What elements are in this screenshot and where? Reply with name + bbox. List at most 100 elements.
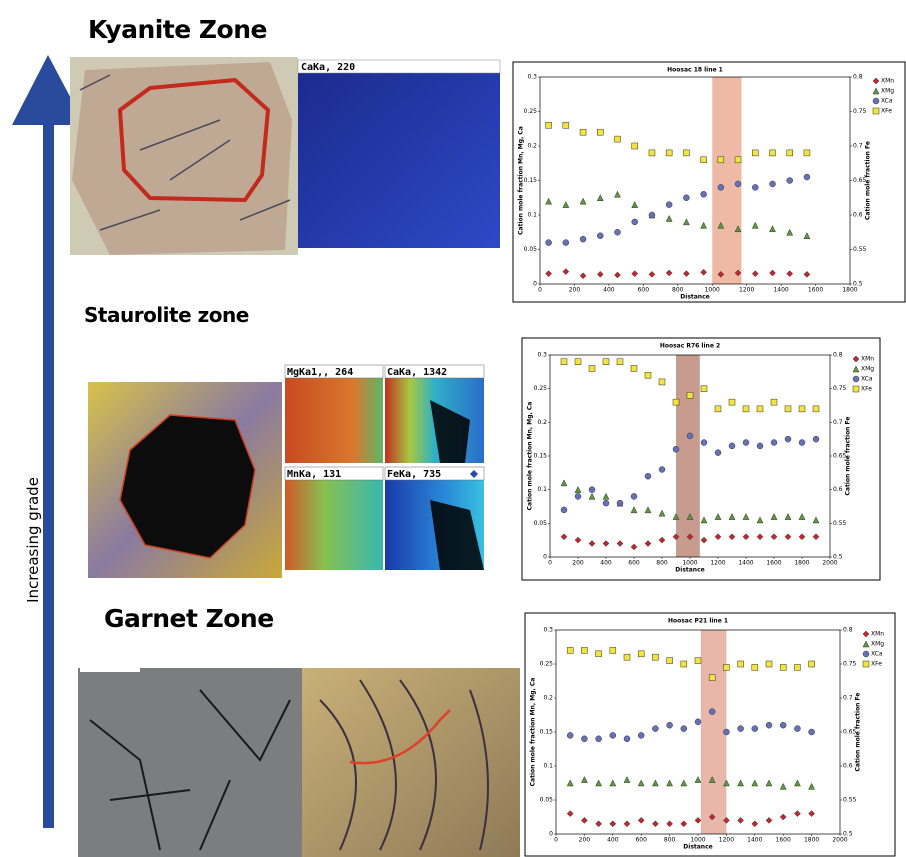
legend-label: XMn: [871, 631, 884, 638]
point: [645, 372, 651, 378]
caka-map: [298, 60, 500, 248]
point: [863, 651, 869, 657]
point: [589, 487, 595, 493]
mnka-map: [285, 467, 383, 570]
y-tick-label: 0.1: [537, 486, 547, 493]
point: [718, 157, 724, 163]
y2-axis-label: Cation mole fraction Fe: [845, 417, 852, 496]
y2-tick-label: 0.55: [833, 520, 847, 527]
point: [766, 661, 772, 667]
x-tick-label: 400: [600, 560, 612, 567]
x-tick-label: 600: [635, 837, 647, 844]
point: [667, 658, 673, 664]
point: [561, 507, 567, 513]
x-tick-label: 0: [548, 560, 552, 567]
x-tick-label: 1600: [766, 560, 781, 567]
y2-tick-label: 0.75: [853, 108, 867, 115]
chart-title: Hoosac R76 line 2: [660, 343, 720, 350]
point: [771, 440, 777, 446]
y-tick-label: 0.2: [537, 419, 547, 426]
point: [804, 150, 810, 156]
y2-tick-label: 0.6: [853, 212, 863, 219]
grade-arrow-shaft: [43, 110, 54, 828]
x-tick-label: 1200: [710, 560, 725, 567]
kyanite-photo: [70, 57, 298, 255]
y-tick-label: 0.3: [537, 352, 547, 359]
y-tick-label: 0.05: [534, 520, 548, 527]
point: [853, 386, 859, 392]
x-tick-label: 1800: [842, 287, 857, 294]
point: [701, 191, 707, 197]
point: [681, 661, 687, 667]
point: [715, 406, 721, 412]
y-tick-label: 0.05: [524, 246, 538, 253]
point: [632, 143, 638, 149]
y2-tick-label: 0.7: [833, 419, 843, 426]
x-tick-label: 0: [538, 287, 542, 294]
point: [683, 150, 689, 156]
point: [687, 392, 693, 398]
y-tick-label: 0: [543, 554, 547, 561]
y-tick-label: 0.2: [527, 143, 537, 150]
zone-label: Kyanite Zone: [88, 15, 267, 44]
y2-tick-label: 0.5: [843, 831, 853, 838]
point: [624, 736, 630, 742]
point: [701, 440, 707, 446]
map-label: FeKa, 735: [387, 469, 441, 480]
point: [638, 651, 644, 657]
point: [695, 658, 701, 664]
point: [813, 406, 819, 412]
x-tick-label: 800: [672, 287, 684, 294]
x-tick-label: 1400: [747, 837, 762, 844]
point: [738, 661, 744, 667]
x-tick-label: 1000: [682, 560, 697, 567]
point: [809, 661, 815, 667]
garnet-bse: [78, 668, 302, 857]
point: [813, 436, 819, 442]
point: [701, 157, 707, 163]
highlight-band: [676, 355, 700, 557]
point: [617, 500, 623, 506]
y-axis-label: Cation mole fraction Mn, Mg, Ca: [518, 126, 525, 235]
point: [794, 664, 800, 670]
y2-tick-label: 0.55: [843, 797, 857, 804]
x-tick-label: 0: [554, 837, 558, 844]
point: [785, 406, 791, 412]
x-tick-label: 1600: [776, 837, 791, 844]
point: [785, 436, 791, 442]
point: [631, 493, 637, 499]
y2-tick-label: 0.8: [833, 352, 843, 359]
point: [596, 736, 602, 742]
y-tick-label: 0: [549, 831, 553, 838]
point: [787, 150, 793, 156]
x-tick-label: 200: [579, 837, 591, 844]
point: [596, 651, 602, 657]
legend-label: XFe: [881, 108, 892, 115]
point: [666, 150, 672, 156]
y-tick-label: 0.15: [540, 729, 554, 736]
point: [603, 359, 609, 365]
legend-label: XCa: [871, 651, 883, 658]
x-tick-label: 1800: [804, 837, 819, 844]
legend-label: XMn: [881, 78, 894, 85]
y2-tick-label: 0.5: [853, 281, 863, 288]
x-tick-label: 1200: [739, 287, 754, 294]
point: [659, 466, 665, 472]
y-tick-label: 0.25: [540, 661, 554, 668]
x-tick-label: 1400: [773, 287, 788, 294]
point: [667, 722, 673, 728]
point: [757, 443, 763, 449]
x-tick-label: 800: [664, 837, 676, 844]
legend-label: XCa: [881, 98, 893, 105]
point: [681, 726, 687, 732]
y-axis-label: Cation mole fraction Mn, Mg, Ca: [530, 678, 537, 787]
point: [561, 359, 567, 365]
point: [597, 129, 603, 135]
point: [752, 184, 758, 190]
x-axis-label: Distance: [683, 844, 712, 851]
point: [546, 240, 552, 246]
point: [709, 675, 715, 681]
point: [743, 440, 749, 446]
point: [610, 647, 616, 653]
point: [695, 719, 701, 725]
